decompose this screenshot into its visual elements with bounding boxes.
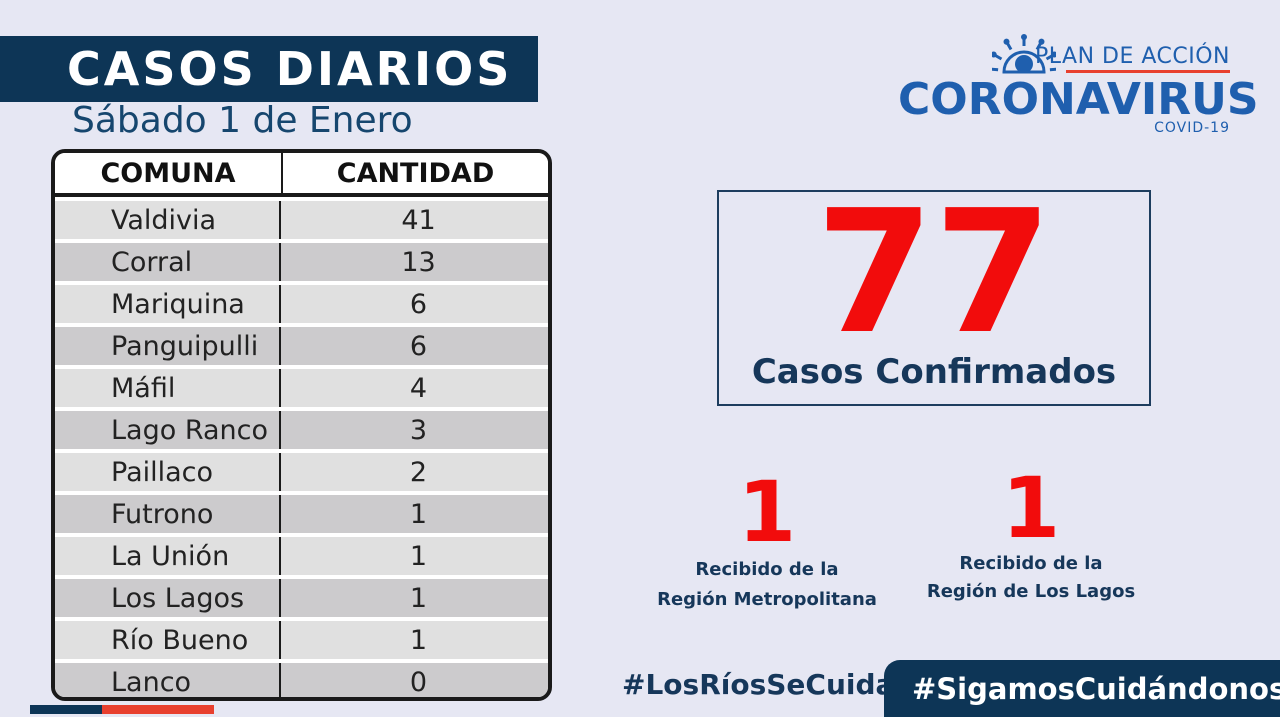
comuna-cell: Valdivia [55,201,281,239]
received-label-line2: Región de Los Lagos [926,581,1136,602]
received-label-line1: Recibido de la [695,559,839,580]
cantidad-cell: 1 [409,540,428,572]
cantidad-cell: 13 [401,246,436,278]
cantidad-cell: 6 [409,288,428,320]
hashtag-banner: #SigamosCuidándonos [884,660,1280,717]
bottom-bar-red [102,705,214,714]
table-header: COMUNA CANTIDAD [55,153,548,197]
table-row: Lago Ranco 3 [55,407,548,449]
cantidad-cell: 0 [409,666,428,698]
title-banner: CASOS DIARIOS [0,36,538,102]
logo-plan-text: PLAN DE ACCIÓN [1034,44,1230,69]
virus-icon [992,34,1056,74]
table-row: Máfil 4 [55,365,548,407]
column-header-comuna: COMUNA [55,153,283,193]
hashtag-los-rios: #LosRíosSeCuida [622,668,895,701]
table-row: Mariquina 6 [55,281,548,323]
table-row: Futrono 1 [55,491,548,533]
comuna-cell: Corral [55,243,281,281]
bottom-color-bar [30,705,214,714]
page-title: CASOS DIARIOS [67,42,513,96]
comuna-cell: Panguipulli [55,327,281,365]
table-row: Río Bueno 1 [55,617,548,659]
received-count: 1 [737,463,797,561]
cantidad-cell: 6 [409,330,428,362]
table-row: Lanco 0 [55,659,548,698]
comuna-cell: Paillaco [55,453,281,491]
logo-name: CORONAVIRUS [898,74,1259,125]
comuna-cell: Máfil [55,369,281,407]
cantidad-cell: 3 [409,414,428,446]
comuna-cell: Mariquina [55,285,281,323]
received-count: 1 [1001,459,1061,557]
comuna-cell: Futrono [55,495,281,533]
coronavirus-logo: PLAN DE ACCIÓN CORONAVIRUS COVID-19 [896,32,1259,142]
table-row: La Unión 1 [55,533,548,575]
bottom-bar-blue [30,705,102,714]
table-row: Los Lagos 1 [55,575,548,617]
total-cases-label: Casos Confirmados [751,352,1117,392]
comuna-cell: Lanco [55,663,281,697]
comuna-cell: Río Bueno [55,621,281,659]
comuna-cell: Los Lagos [55,579,281,617]
logo-subtitle: COVID-19 [1154,120,1230,136]
received-los-lagos: 1 Recibido de la Región de Los Lagos [906,466,1156,606]
cases-table: COMUNA CANTIDAD Valdivia 41 Corral 13 Mariqu… [51,149,552,701]
column-header-cantidad: CANTIDAD [336,157,495,189]
received-label-line1: Recibido de la [959,553,1103,574]
table-row: Valdivia 41 [55,197,548,239]
total-cases-number: 77 [815,174,1053,372]
received-metropolitana: 1 Recibido de la Región Metropolitana [640,470,894,614]
received-label-line2: Región Metropolitana [657,589,877,610]
cantidad-cell: 1 [409,624,428,656]
table-row: Paillaco 2 [55,449,548,491]
table-row: Panguipulli 6 [55,323,548,365]
cantidad-cell: 4 [409,372,428,404]
cantidad-cell: 1 [409,582,428,614]
date-subtitle: Sábado 1 de Enero [72,100,413,141]
cantidad-cell: 41 [401,204,436,236]
comuna-cell: Lago Ranco [55,411,281,449]
total-cases-box: 77 Casos Confirmados [717,174,1151,406]
comuna-cell: La Unión [55,537,281,575]
hashtag-sigamos: #SigamosCuidándonos [912,671,1280,706]
table-row: Corral 13 [55,239,548,281]
cantidad-cell: 1 [409,498,428,530]
cantidad-cell: 2 [409,456,428,488]
logo-underline [1066,70,1230,73]
table-body: Valdivia 41 Corral 13 Mariquina 6 Panguipulli 6… [55,197,548,698]
